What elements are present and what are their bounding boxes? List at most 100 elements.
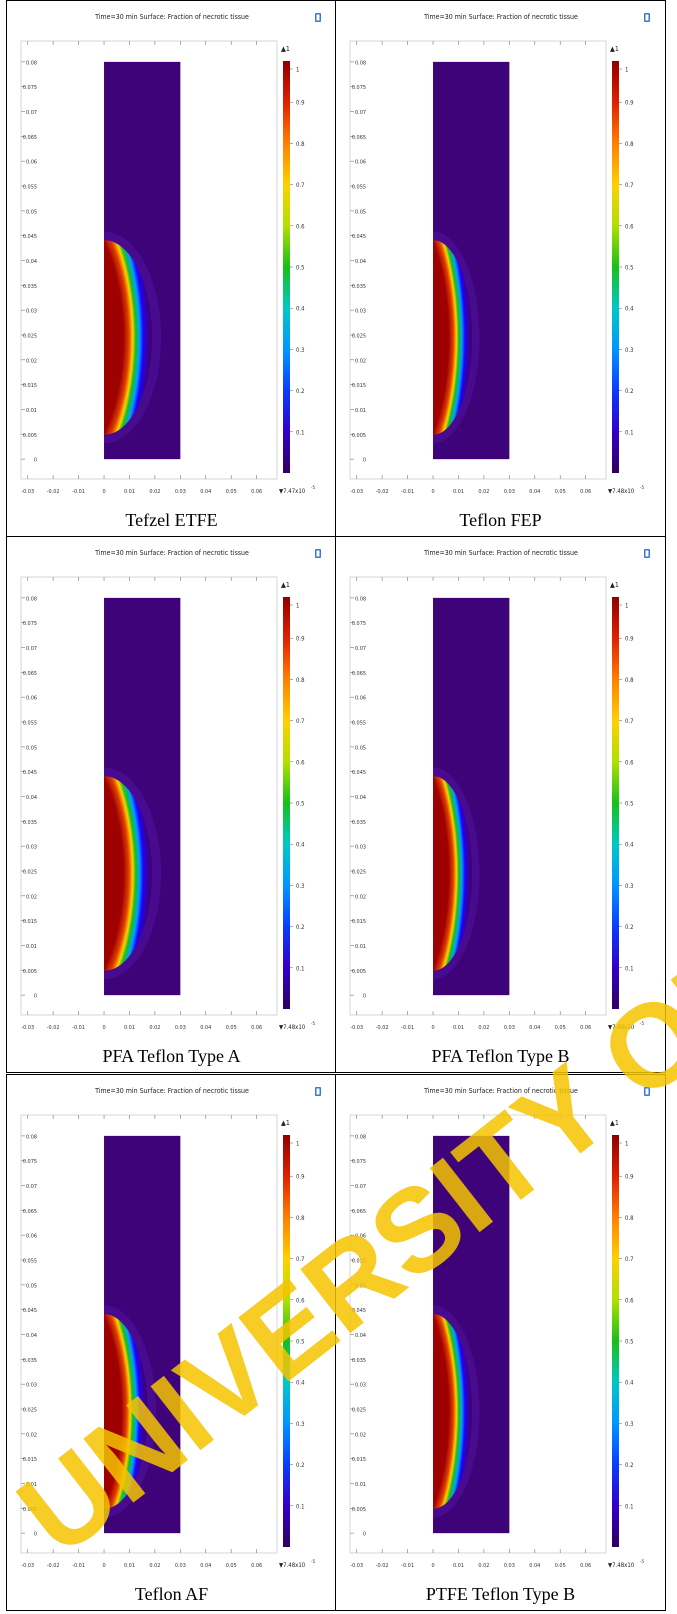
plot-panel-4: Time=30 min Surface: Fraction of necroti… — [335, 536, 666, 1073]
colorbar-tick-label: 0.8 — [625, 677, 634, 684]
y-tick-label: 0.005 — [352, 433, 366, 439]
y-tick-label: 0.02 — [355, 894, 366, 900]
y-tick-label: 0.05 — [26, 1283, 37, 1289]
colorbar-max-label: ▲1 — [281, 1119, 290, 1127]
x-tick-label: 0.02 — [149, 1025, 160, 1031]
y-tick-label: 0.075 — [352, 621, 366, 627]
colorbar-tick-label: 0.3 — [625, 1421, 634, 1428]
y-tick-label: 0.07 — [26, 646, 37, 652]
y-tick-label: 0.075 — [352, 85, 366, 91]
y-tick-label: 0.01 — [355, 944, 366, 950]
x-tick-label: 0.03 — [504, 1025, 515, 1031]
x-tick-label: -0.01 — [401, 1025, 414, 1031]
figure-grid: Time=30 min Surface: Fraction of necroti… — [6, 0, 666, 1611]
y-tick-label: 0.025 — [352, 1408, 366, 1414]
y-tick-label: 0.03 — [355, 1383, 366, 1389]
x-tick-label: -0.03 — [21, 1025, 34, 1031]
x-tick-label: -0.03 — [21, 1563, 34, 1569]
heatmap-chart: Time=30 min Surface: Fraction of necroti… — [349, 549, 650, 1031]
colorbar-tick-label: 0.7 — [625, 1256, 634, 1263]
colorbar-min-label: ▼7.48x10 — [608, 1562, 635, 1569]
colorbar-tick-label: 0.5 — [625, 265, 634, 272]
y-tick-label: 0.05 — [26, 745, 37, 751]
necrotic-region — [433, 1314, 473, 1509]
y-tick-label: 0.03 — [26, 309, 37, 315]
plot-panel-1: Time=30 min Surface: Fraction of necroti… — [6, 0, 337, 537]
x-tick-label: 0.03 — [175, 489, 186, 495]
x-tick-label: 0.06 — [251, 1563, 262, 1569]
x-tick-label: 0.04 — [529, 489, 540, 495]
y-tick-label: 0 — [34, 458, 37, 464]
y-tick-label: 0.005 — [23, 1507, 37, 1513]
colorbar-tick-label: 0.4 — [625, 1380, 634, 1387]
colorbar-tick-label: 0.5 — [296, 801, 305, 808]
y-tick-label: 0.065 — [352, 135, 366, 141]
x-tick-label: 0 — [102, 1025, 105, 1031]
x-tick-label: 0.01 — [453, 1563, 464, 1569]
y-tick-label: 0.055 — [23, 1259, 37, 1265]
colorbar-tick-label: 0.4 — [296, 842, 305, 849]
x-tick-label: -0.03 — [350, 1563, 363, 1569]
y-tick-label: 0.06 — [355, 1234, 366, 1240]
colorbar-tick-label: 0.6 — [296, 1297, 305, 1304]
y-tick-label: 0.005 — [352, 1507, 366, 1513]
colorbar-tick-label: 0.6 — [296, 759, 305, 766]
necrotic-region — [104, 240, 152, 435]
colorbar-max-label: ▲1 — [610, 1119, 619, 1127]
colorbar-min-label: ▼7.48x10 — [608, 488, 635, 495]
colorbar-min-exponent: -5 — [311, 1021, 315, 1027]
x-tick-label: 0.06 — [251, 1025, 262, 1031]
colorbar-tick-label: 0.9 — [296, 636, 305, 643]
y-tick-label: 0.05 — [355, 745, 366, 751]
x-tick-label: -0.01 — [72, 489, 85, 495]
colorbar — [612, 597, 619, 1009]
colorbar-max-label: ▲1 — [281, 581, 290, 589]
y-tick-label: 0.03 — [355, 309, 366, 315]
x-tick-label: 0.04 — [200, 1563, 211, 1569]
heatmap-chart: Time=30 min Surface: Fraction of necroti… — [20, 13, 321, 495]
colorbar — [612, 1135, 619, 1547]
y-tick-label: 0.08 — [355, 1134, 366, 1140]
x-tick-label: 0.03 — [504, 1563, 515, 1569]
axes-frame — [20, 40, 278, 480]
y-tick-label: 0.07 — [355, 1184, 366, 1190]
colorbar-tick-label: 0.1 — [625, 429, 634, 436]
colorbar-tick-label: 0.1 — [625, 965, 634, 972]
colorbar-tick-label: 0.9 — [296, 100, 305, 107]
y-tick-label: 0.045 — [23, 234, 37, 240]
y-tick-label: 0.06 — [355, 160, 366, 166]
chart-title: Time=30 min Surface: Fraction of necroti… — [423, 13, 578, 21]
x-tick-label: -0.02 — [47, 1025, 60, 1031]
x-tick-label: -0.01 — [72, 1025, 85, 1031]
colorbar-tick-label: 0.2 — [296, 1462, 305, 1469]
colorbar-tick-label: 0.1 — [625, 1503, 634, 1510]
x-tick-label: 0.02 — [149, 1563, 160, 1569]
y-tick-label: 0.02 — [355, 358, 366, 364]
y-tick-label: 0.06 — [355, 696, 366, 702]
y-tick-label: 0.015 — [23, 1457, 37, 1463]
y-tick-label: 0.065 — [352, 671, 366, 677]
axis-orientation-icon — [315, 1087, 321, 1096]
colorbar-tick-label: 0.2 — [625, 1462, 634, 1469]
y-tick-label: 0.065 — [23, 1209, 37, 1215]
y-tick-label: 0.015 — [352, 919, 366, 925]
colorbar-tick-label: 0.8 — [296, 1215, 305, 1222]
y-tick-label: 0.06 — [26, 696, 37, 702]
y-tick-label: 0.06 — [26, 160, 37, 166]
y-tick-label: 0.005 — [23, 433, 37, 439]
y-tick-label: 0.08 — [26, 596, 37, 602]
y-tick-label: 0.025 — [352, 870, 366, 876]
axis-orientation-icon — [644, 13, 650, 22]
colorbar-tick-label: 1 — [625, 67, 628, 74]
x-tick-label: 0.05 — [555, 489, 566, 495]
y-tick-label: 0.04 — [26, 795, 37, 801]
heatmap-chart: Time=30 min Surface: Fraction of necroti… — [20, 549, 321, 1031]
colorbar-min-exponent: -5 — [311, 1559, 315, 1565]
colorbar-tick-label: 0.4 — [625, 306, 634, 313]
y-tick-label: 0.02 — [355, 1432, 366, 1438]
y-tick-label: 0.07 — [355, 110, 366, 116]
y-tick-label: 0.015 — [352, 1457, 366, 1463]
x-tick-label: -0.02 — [376, 1563, 389, 1569]
y-tick-label: 0.03 — [355, 845, 366, 851]
colorbar-tick-label: 0.3 — [625, 347, 634, 354]
